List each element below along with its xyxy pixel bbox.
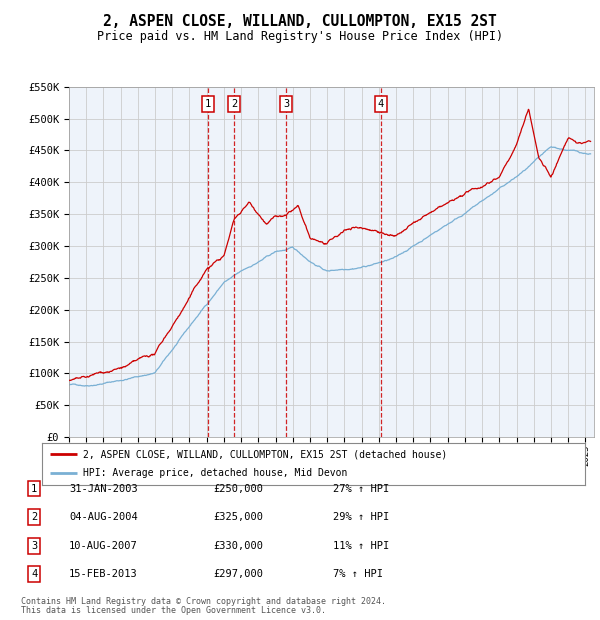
Text: 2: 2 <box>231 99 237 109</box>
Text: 29% ↑ HPI: 29% ↑ HPI <box>333 512 389 522</box>
Text: £325,000: £325,000 <box>213 512 263 522</box>
Text: 4: 4 <box>31 569 37 579</box>
Text: £297,000: £297,000 <box>213 569 263 579</box>
Text: 27% ↑ HPI: 27% ↑ HPI <box>333 484 389 494</box>
Text: 4: 4 <box>378 99 384 109</box>
Text: Price paid vs. HM Land Registry's House Price Index (HPI): Price paid vs. HM Land Registry's House … <box>97 30 503 43</box>
Text: 7% ↑ HPI: 7% ↑ HPI <box>333 569 383 579</box>
Text: HPI: Average price, detached house, Mid Devon: HPI: Average price, detached house, Mid … <box>83 469 347 479</box>
Text: 3: 3 <box>283 99 289 109</box>
Text: 3: 3 <box>31 541 37 551</box>
Text: 15-FEB-2013: 15-FEB-2013 <box>69 569 138 579</box>
Text: 04-AUG-2004: 04-AUG-2004 <box>69 512 138 522</box>
Text: 2, ASPEN CLOSE, WILLAND, CULLOMPTON, EX15 2ST (detached house): 2, ASPEN CLOSE, WILLAND, CULLOMPTON, EX1… <box>83 449 447 459</box>
Text: This data is licensed under the Open Government Licence v3.0.: This data is licensed under the Open Gov… <box>21 606 326 615</box>
Text: 1: 1 <box>31 484 37 494</box>
Text: 2, ASPEN CLOSE, WILLAND, CULLOMPTON, EX15 2ST: 2, ASPEN CLOSE, WILLAND, CULLOMPTON, EX1… <box>103 14 497 29</box>
Text: 2: 2 <box>31 512 37 522</box>
Text: Contains HM Land Registry data © Crown copyright and database right 2024.: Contains HM Land Registry data © Crown c… <box>21 597 386 606</box>
Text: £330,000: £330,000 <box>213 541 263 551</box>
Text: 1: 1 <box>205 99 211 109</box>
Text: 10-AUG-2007: 10-AUG-2007 <box>69 541 138 551</box>
Text: 11% ↑ HPI: 11% ↑ HPI <box>333 541 389 551</box>
Text: 31-JAN-2003: 31-JAN-2003 <box>69 484 138 494</box>
Text: £250,000: £250,000 <box>213 484 263 494</box>
